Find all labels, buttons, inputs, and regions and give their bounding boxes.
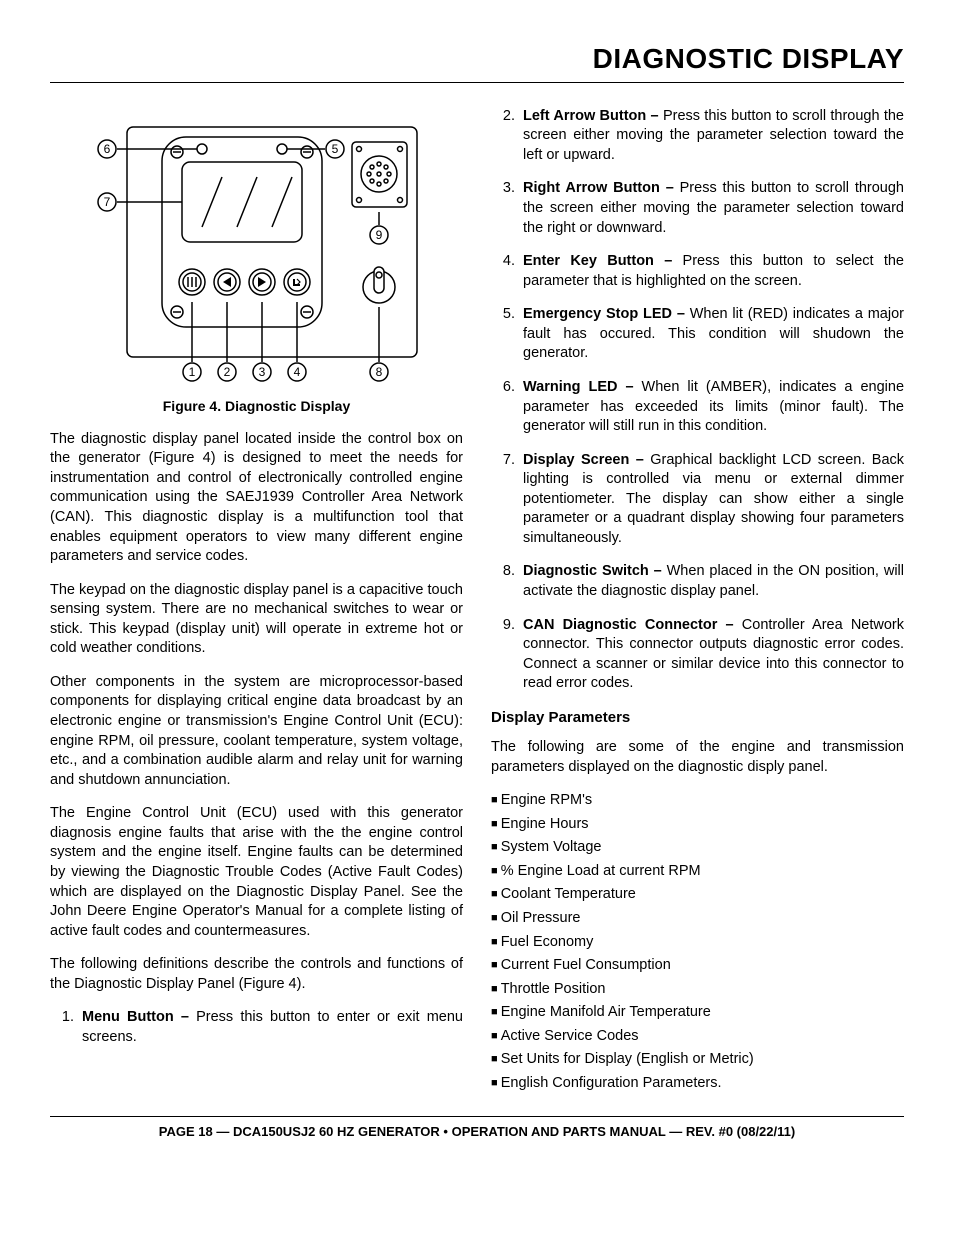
left-p3: Other components in the system are micro… bbox=[50, 673, 463, 790]
display-parameters-heading: Display Parameters bbox=[491, 708, 904, 728]
param-item: Fuel Economy bbox=[491, 933, 904, 953]
def-6-term: Warning LED – bbox=[523, 379, 642, 395]
def-8-term: Diagnostic Switch – bbox=[523, 563, 667, 579]
def-item-6: Warning LED – When lit (AMBER), indicate… bbox=[519, 378, 904, 437]
display-parameters-intro: The following are some of the engine and… bbox=[491, 738, 904, 777]
callout-3: 3 bbox=[258, 365, 265, 379]
callout-4: 4 bbox=[293, 365, 300, 379]
def-9-term: CAN Diagnostic Connector – bbox=[523, 617, 742, 633]
header-rule bbox=[50, 82, 904, 83]
def-item-4: Enter Key Button – Press this button to … bbox=[519, 252, 904, 291]
definitions-list-left: Menu Button – Press this button to enter… bbox=[50, 1008, 463, 1047]
left-p4: The Engine Control Unit (ECU) used with … bbox=[50, 804, 463, 941]
param-item: Coolant Temperature bbox=[491, 885, 904, 905]
def-7-term: Display Screen – bbox=[523, 452, 650, 468]
left-p1: The diagnostic display panel located ins… bbox=[50, 430, 463, 567]
def-4-term: Enter Key Button – bbox=[523, 253, 683, 269]
callout-9: 9 bbox=[375, 228, 382, 242]
def-5-term: Emergency Stop LED – bbox=[523, 306, 690, 322]
footer-rule bbox=[50, 1116, 904, 1117]
page-title: DIAGNOSTIC DISPLAY bbox=[50, 40, 904, 78]
right-column: Left Arrow Button – Press this button to… bbox=[491, 107, 904, 1098]
param-item: Engine Hours bbox=[491, 815, 904, 835]
def-3-term: Right Arrow Button – bbox=[523, 180, 680, 196]
left-p5: The following definitions describe the c… bbox=[50, 955, 463, 994]
callout-2: 2 bbox=[223, 365, 230, 379]
def-1-term: Menu Button – bbox=[82, 1009, 196, 1025]
callout-1: 1 bbox=[188, 365, 195, 379]
def-item-5: Emergency Stop LED – When lit (RED) indi… bbox=[519, 305, 904, 364]
callout-6: 6 bbox=[103, 142, 110, 156]
param-item: English Configuration Parameters. bbox=[491, 1074, 904, 1094]
def-item-7: Display Screen – Graphical backlight LCD… bbox=[519, 451, 904, 549]
def-item-2: Left Arrow Button – Press this button to… bbox=[519, 107, 904, 166]
param-item: Set Units for Display (English or Metric… bbox=[491, 1050, 904, 1070]
diagnostic-display-diagram: 6 7 5 1 2 3 4 8 9 bbox=[77, 107, 437, 387]
content-columns: 6 7 5 1 2 3 4 8 9 Figure 4. Diagnostic D… bbox=[50, 107, 904, 1098]
param-item: System Voltage bbox=[491, 838, 904, 858]
left-p2: The keypad on the diagnostic display pan… bbox=[50, 581, 463, 659]
param-item: Engine Manifold Air Temperature bbox=[491, 1003, 904, 1023]
definitions-list-right: Left Arrow Button – Press this button to… bbox=[491, 107, 904, 694]
param-item: Oil Pressure bbox=[491, 909, 904, 929]
callout-5: 5 bbox=[331, 142, 338, 156]
def-item-9: CAN Diagnostic Connector – Controller Ar… bbox=[519, 616, 904, 694]
def-item-1: Menu Button – Press this button to enter… bbox=[78, 1008, 463, 1047]
param-item: Engine RPM's bbox=[491, 791, 904, 811]
param-item: Current Fuel Consumption bbox=[491, 956, 904, 976]
callout-7: 7 bbox=[103, 195, 110, 209]
figure-caption: Figure 4. Diagnostic Display bbox=[50, 397, 463, 416]
page-footer: PAGE 18 — DCA150USJ2 60 HZ GENERATOR • O… bbox=[50, 1123, 904, 1141]
def-item-8: Diagnostic Switch – When placed in the O… bbox=[519, 562, 904, 601]
param-item: Active Service Codes bbox=[491, 1027, 904, 1047]
parameters-list: Engine RPM's Engine Hours System Voltage… bbox=[491, 791, 904, 1093]
param-item: Throttle Position bbox=[491, 980, 904, 1000]
figure-4: 6 7 5 1 2 3 4 8 9 Figure 4. Diagnostic D… bbox=[50, 107, 463, 416]
left-column: 6 7 5 1 2 3 4 8 9 Figure 4. Diagnostic D… bbox=[50, 107, 463, 1098]
param-item: % Engine Load at current RPM bbox=[491, 862, 904, 882]
def-item-3: Right Arrow Button – Press this button t… bbox=[519, 179, 904, 238]
def-2-term: Left Arrow Button – bbox=[523, 108, 663, 124]
callout-8: 8 bbox=[375, 365, 382, 379]
